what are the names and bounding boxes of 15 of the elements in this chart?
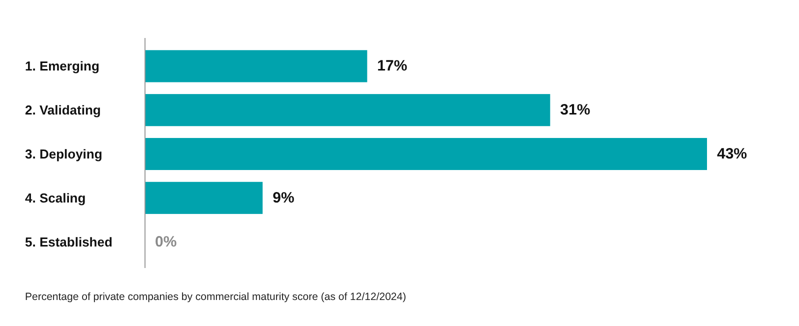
bar — [145, 50, 368, 82]
data-label: 43% — [717, 146, 748, 162]
y-tick-label: 2. Validating — [25, 102, 101, 118]
bar — [145, 138, 707, 170]
data-label: 9% — [272, 189, 294, 206]
text: Percentage of private companies by commercial maturity score (as of 12/12/2024) — [25, 291, 406, 303]
bar — [145, 94, 550, 126]
data-label: 0% — [155, 233, 177, 250]
data-label: 17% — [377, 58, 408, 75]
y-tick-label: 3. Deploying — [25, 146, 102, 162]
y-tick-label: 5. Established — [25, 234, 112, 250]
y-tick-label: 1. Emerging — [25, 58, 100, 74]
data-label: 31% — [560, 102, 590, 119]
y-tick-label: 4. Scaling — [25, 190, 86, 206]
bar — [145, 182, 263, 214]
